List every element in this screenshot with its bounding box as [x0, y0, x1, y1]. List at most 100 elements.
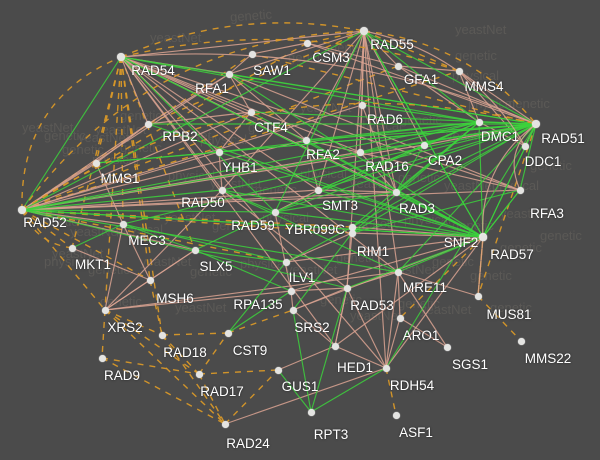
graph-node-mec3[interactable] — [119, 220, 127, 228]
graph-node-yhb1[interactable] — [215, 148, 223, 156]
graph-node-mms22[interactable] — [517, 337, 525, 345]
graph-edge — [361, 104, 480, 123]
graph-node-rad9[interactable] — [98, 354, 106, 362]
graph-node-saw1[interactable] — [248, 50, 256, 58]
graph-node-label-rfa3: RFA3 — [530, 206, 564, 221]
graph-edge — [21, 102, 537, 211]
graph-node-label-mus81: MUS81 — [486, 307, 532, 322]
graph-node-label-yhb1: YHB1 — [222, 160, 258, 175]
graph-edge — [221, 30, 365, 191]
graph-node-srs2[interactable] — [289, 306, 297, 314]
graph-node-aro1[interactable] — [396, 314, 404, 322]
graph-node-label-ybr099c: YBR099C — [284, 222, 346, 237]
graph-edge — [513, 123, 537, 191]
graph-edge — [21, 209, 106, 311]
graph-node-label-rfa2: RFA2 — [306, 147, 340, 162]
graph-node-rpt3[interactable] — [307, 408, 315, 416]
graph-node-gus1[interactable] — [274, 366, 282, 374]
graph-node-rfa3[interactable] — [516, 186, 524, 194]
graph-node-label-aro1: ARO1 — [402, 328, 440, 343]
graph-node-label-mms4: MMS4 — [464, 79, 504, 94]
graph-node-rad6[interactable] — [358, 101, 366, 109]
graph-edge — [21, 123, 537, 211]
graph-node-rad55[interactable] — [360, 27, 368, 35]
graph-edge — [120, 38, 460, 72]
graph-node-rpa135[interactable] — [287, 287, 295, 295]
graph-edge — [397, 271, 401, 319]
graph-node-rad51[interactable] — [532, 120, 540, 128]
graph-node-gfa1[interactable] — [394, 62, 402, 70]
graph-node-label-rad17: RAD17 — [200, 384, 244, 399]
graph-node-mus81[interactable] — [474, 292, 482, 300]
graph-node-smt3[interactable] — [314, 186, 322, 194]
graph-node-rad3[interactable] — [392, 188, 400, 196]
graph-node-mre11[interactable] — [394, 268, 402, 276]
graph-node-mkt1[interactable] — [68, 244, 76, 252]
graph-node-label-cpa2: CPA2 — [427, 153, 463, 168]
graph-node-rad57[interactable] — [479, 233, 487, 241]
graph-node-rad18[interactable] — [158, 331, 166, 339]
graph-edge — [120, 56, 336, 347]
graph-edge — [21, 209, 287, 263]
graph-node-label-mms1: MMS1 — [100, 171, 140, 186]
graph-edge — [221, 189, 348, 289]
graph-edge — [21, 209, 73, 249]
graph-node-ilv1[interactable] — [282, 258, 290, 266]
graph-edge — [104, 271, 399, 311]
graph-node-label-mms22: MMS22 — [524, 351, 572, 366]
graph-edge — [351, 121, 480, 228]
graph-edge — [228, 73, 521, 191]
graph-node-rad17[interactable] — [195, 370, 203, 378]
graph-node-ybr099c[interactable] — [348, 223, 356, 231]
graph-node-rpb2[interactable] — [144, 120, 152, 128]
graph-node-label-rad54: RAD54 — [131, 63, 175, 78]
graph-node-rdh54[interactable] — [382, 364, 390, 372]
graph-edge — [147, 111, 252, 125]
graph-node-ddc1[interactable] — [521, 142, 529, 150]
graph-node-label-slx5: SLX5 — [199, 259, 233, 274]
graph-node-msh6[interactable] — [146, 276, 154, 284]
graph-node-mms4[interactable] — [455, 67, 463, 75]
graph-edge — [21, 209, 484, 238]
graph-edge — [250, 111, 537, 125]
graph-edge — [363, 30, 425, 146]
graph-node-rim1[interactable] — [348, 229, 356, 237]
graph-node-rad54[interactable] — [117, 53, 125, 61]
graph-edge — [101, 309, 106, 359]
graph-node-rad53[interactable] — [343, 284, 351, 292]
graph-node-asf1[interactable] — [392, 411, 400, 419]
graph-edge — [120, 56, 480, 123]
graph-edge — [122, 123, 537, 225]
graph-node-mms1[interactable] — [92, 159, 100, 167]
graph-node-label-rad6: RAD6 — [366, 112, 404, 127]
graph-node-rad50[interactable] — [218, 186, 226, 194]
graph-node-slx5[interactable] — [191, 246, 199, 254]
graph-edge — [305, 139, 319, 191]
graph-edge — [21, 123, 149, 211]
graph-node-label-rim1: RIM1 — [356, 244, 390, 259]
graph-node-label-rad9: RAD9 — [103, 368, 141, 383]
graph-node-sgs1[interactable] — [443, 343, 451, 351]
graph-edge — [194, 249, 287, 263]
graph-node-rad52[interactable] — [18, 206, 26, 214]
graph-node-cst9[interactable] — [224, 329, 232, 337]
graph-edge — [363, 30, 537, 125]
graph-node-label-smt3: SMT3 — [321, 198, 359, 213]
graph-node-dmc1[interactable] — [475, 118, 483, 126]
graph-node-csm3[interactable] — [303, 39, 311, 47]
graph-node-label-hed1: HED1 — [336, 360, 374, 375]
graph-node-rad24[interactable] — [221, 420, 229, 428]
graph-node-rad16[interactable] — [356, 148, 364, 156]
graph-edge — [21, 189, 319, 211]
graph-node-cpa2[interactable] — [420, 141, 428, 149]
graph-node-hed1[interactable] — [331, 342, 339, 350]
graph-node-rfa1[interactable] — [225, 70, 233, 78]
graph-edge — [251, 42, 308, 55]
graph-node-rad59[interactable] — [271, 208, 279, 216]
graph-node-rfa2[interactable] — [302, 136, 310, 144]
graph-edge — [482, 123, 537, 238]
graph-node-xrs2[interactable] — [101, 306, 109, 314]
graph-node-ctf4[interactable] — [247, 108, 255, 116]
graph-edge — [346, 232, 353, 289]
